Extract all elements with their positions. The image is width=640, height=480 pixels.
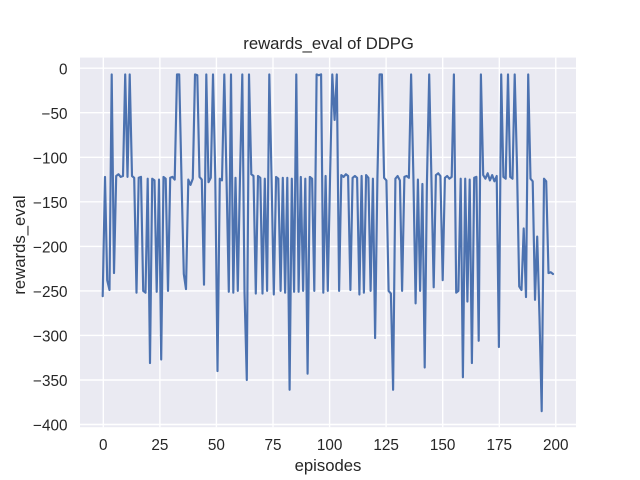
svg-text:rewards_eval of DDPG: rewards_eval of DDPG <box>243 34 414 53</box>
svg-text:episodes: episodes <box>295 456 362 475</box>
svg-text:50: 50 <box>208 437 225 454</box>
svg-text:−350: −350 <box>33 373 67 390</box>
svg-text:−150: −150 <box>33 195 67 212</box>
svg-text:−100: −100 <box>33 151 67 168</box>
svg-text:150: 150 <box>430 437 456 454</box>
svg-text:100: 100 <box>317 437 343 454</box>
svg-text:rewards_eval: rewards_eval <box>10 195 29 294</box>
svg-text:−200: −200 <box>33 240 67 257</box>
svg-text:125: 125 <box>373 437 399 454</box>
svg-text:0: 0 <box>99 437 108 454</box>
svg-text:−300: −300 <box>33 329 67 346</box>
svg-text:175: 175 <box>487 437 513 454</box>
svg-text:−400: −400 <box>33 418 67 435</box>
svg-text:25: 25 <box>151 437 168 454</box>
svg-text:−50: −50 <box>42 106 68 123</box>
svg-text:75: 75 <box>264 437 281 454</box>
svg-text:−250: −250 <box>33 284 67 301</box>
svg-text:200: 200 <box>543 437 569 454</box>
svg-text:0: 0 <box>59 61 68 78</box>
